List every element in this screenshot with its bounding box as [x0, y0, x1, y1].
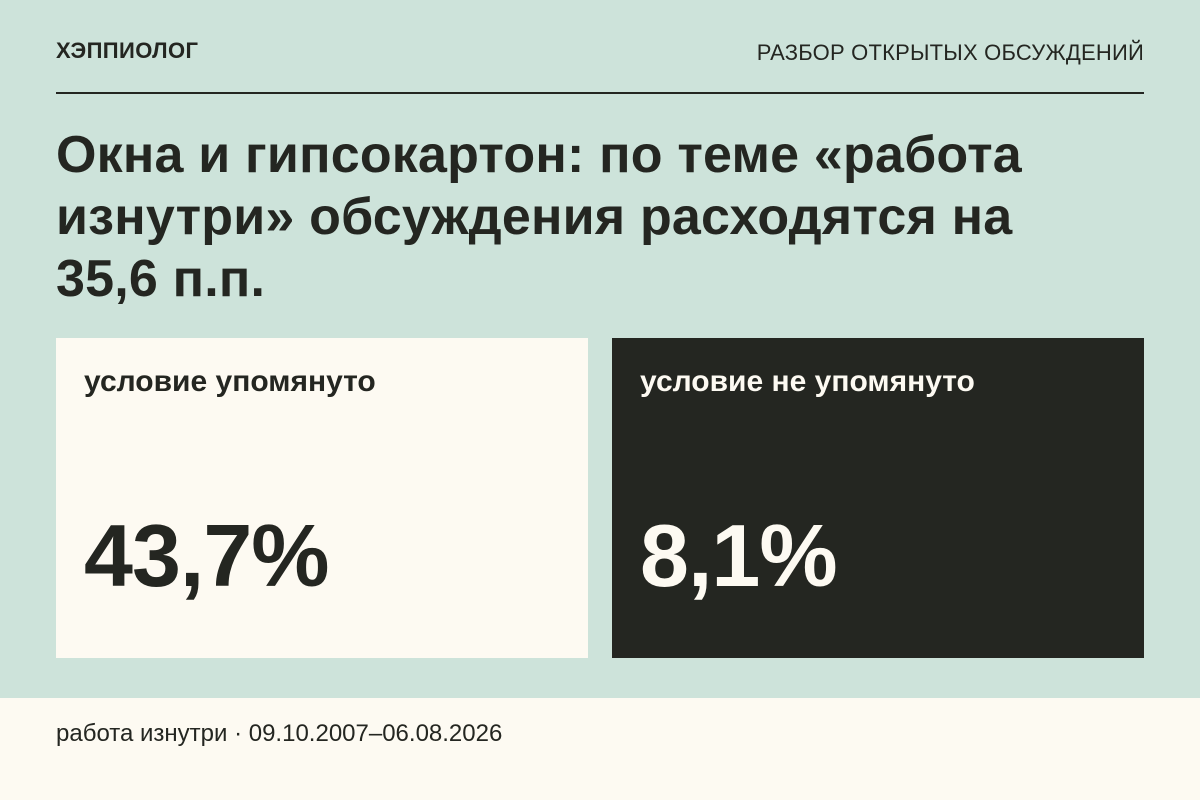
mentioned-label: условие упомянуто — [84, 365, 376, 398]
section-label: РАЗБОР ОТКРЫТЫХ ОБСУЖДЕНИЙ — [756, 40, 1144, 65]
not-mentioned-card: условие не упомянуто 8,1% — [612, 338, 1144, 658]
mentioned-value: 43,7% — [84, 506, 330, 605]
page-title: Окна и гипсокартон: по теме «работа изну… — [56, 126, 1022, 308]
footer-meta: работа изнутри · 09.10.2007–06.08.2026 — [56, 720, 503, 747]
not-mentioned-label: условие не упомянуто — [640, 365, 975, 398]
brand-name: ХЭППИОЛОГ — [56, 38, 199, 63]
not-mentioned-value: 8,1% — [640, 506, 838, 605]
header: ХЭППИОЛОГ РАЗБОР ОТКРЫТЫХ ОБСУЖДЕНИЙ — [56, 36, 1144, 94]
footer: работа изнутри · 09.10.2007–06.08.2026 — [0, 698, 1200, 800]
mentioned-card: условие упомянуто 43,7% — [56, 338, 588, 658]
